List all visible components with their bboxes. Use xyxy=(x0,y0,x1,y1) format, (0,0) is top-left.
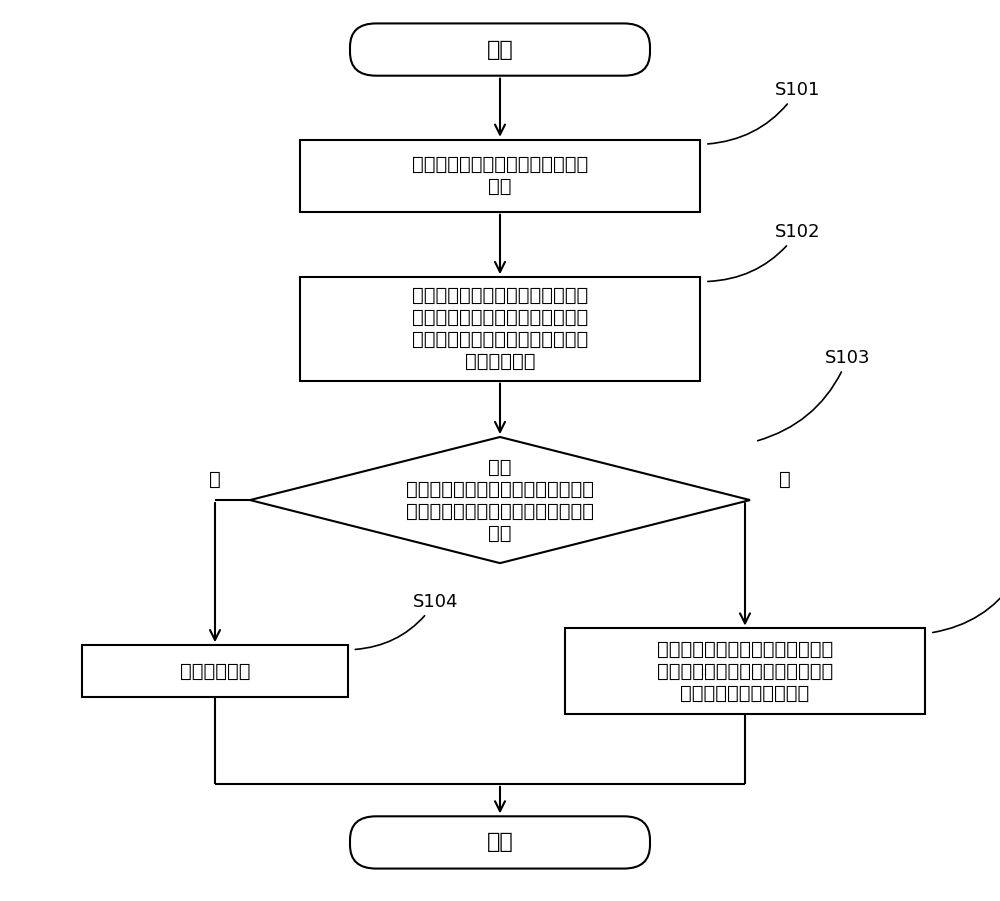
Text: 划分非易失性介质作为后端设备的
缓存: 划分非易失性介质作为后端设备的 缓存 xyxy=(412,155,588,196)
Bar xyxy=(300,278,700,380)
Text: 结束: 结束 xyxy=(487,833,513,852)
Bar xyxy=(300,140,700,212)
Text: 对脏页数据进行脏页刷写，并在脏
页刷写完成时，将脏页数据的刷写
状态由需要更改为不需要: 对脏页数据进行脏页刷写，并在脏 页刷写完成时，将脏页数据的刷写 状态由需要更改为… xyxy=(657,640,833,703)
Text: 当接收到数据修改命令时，在非易
失性介质上执行数据修改命令将待
修改页面数据置脏，并记录脏页数
据的刷写状态: 当接收到数据修改命令时，在非易 失性介质上执行数据修改命令将待 修改页面数据置脏… xyxy=(412,287,588,371)
Text: 是: 是 xyxy=(779,470,791,489)
Polygon shape xyxy=(250,437,750,563)
Text: S104: S104 xyxy=(355,593,458,650)
Text: 清除脏页数据: 清除脏页数据 xyxy=(180,661,250,681)
Bar xyxy=(82,645,348,697)
Text: S102: S102 xyxy=(708,223,820,281)
Text: 否: 否 xyxy=(209,470,221,489)
FancyBboxPatch shape xyxy=(350,816,650,869)
FancyBboxPatch shape xyxy=(350,23,650,76)
Text: S101: S101 xyxy=(708,81,820,144)
Text: 开始: 开始 xyxy=(487,40,513,59)
Bar xyxy=(565,629,925,714)
Text: 当系
统关机或相关程序退出时，根据刷写
状态判断脏页数据是否需要进行脏页
刷写: 当系 统关机或相关程序退出时，根据刷写 状态判断脏页数据是否需要进行脏页 刷写 xyxy=(406,458,594,542)
Text: S103: S103 xyxy=(758,349,870,441)
Text: S105: S105 xyxy=(933,559,1000,633)
